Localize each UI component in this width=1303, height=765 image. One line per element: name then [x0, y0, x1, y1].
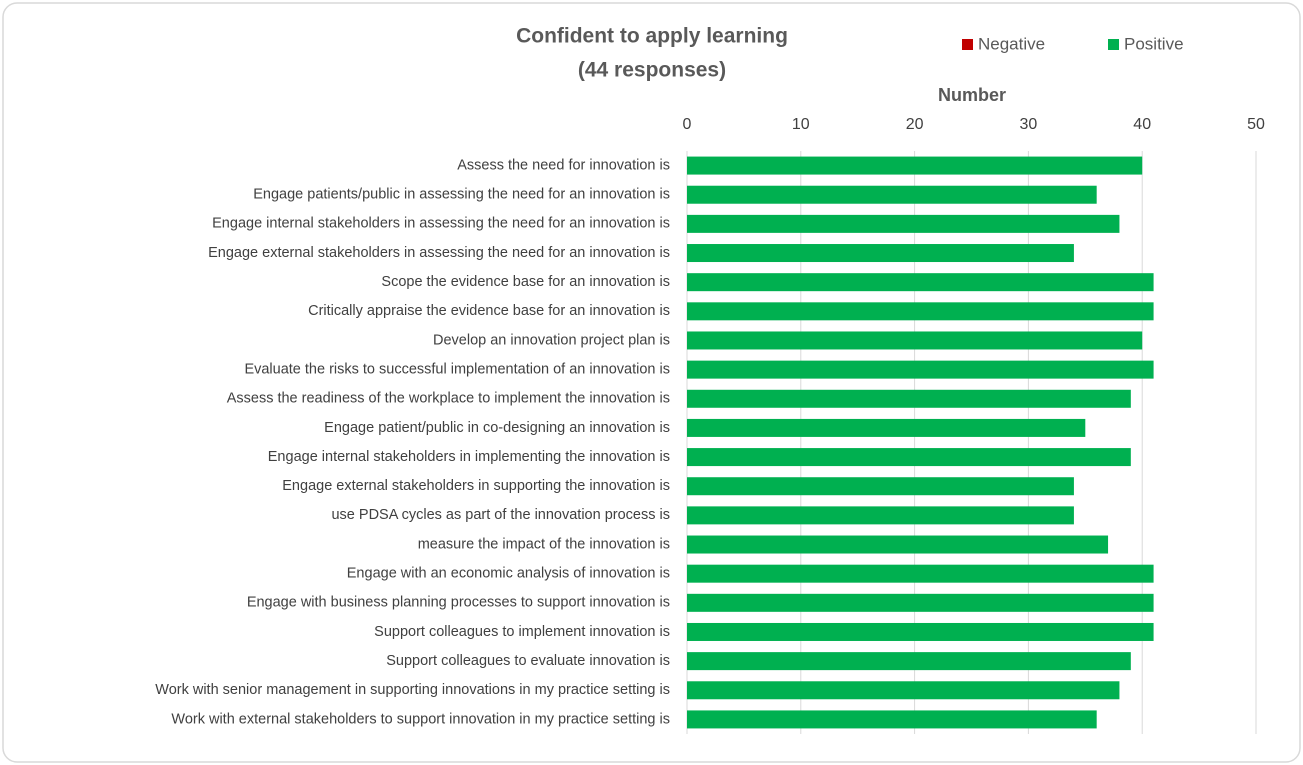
- bar: [687, 506, 1074, 525]
- bar: [687, 535, 1109, 554]
- x-tick-label: 30: [1020, 116, 1038, 133]
- y-tick-label: Work with external stakeholders to suppo…: [171, 711, 670, 727]
- y-tick-label: Support colleagues to evaluate innovatio…: [386, 653, 670, 669]
- x-tick-label: 50: [1247, 116, 1265, 133]
- bar: [687, 331, 1143, 350]
- x-tick-label: 0: [683, 116, 692, 133]
- bar: [687, 593, 1154, 612]
- x-tick-label: 40: [1133, 116, 1151, 133]
- bar: [687, 652, 1131, 671]
- y-tick-label: Engage external stakeholders in supporti…: [282, 478, 670, 494]
- bar: [687, 389, 1131, 408]
- bar: [687, 622, 1154, 641]
- y-tick-label: Engage internal stakeholders in implemen…: [268, 449, 670, 465]
- y-tick-label: Engage internal stakeholders in assessin…: [212, 216, 670, 232]
- x-tick-label: 20: [906, 116, 924, 133]
- y-tick-label: Scope the evidence base for an innovatio…: [381, 274, 670, 290]
- y-tick-label: Develop an innovation project plan is: [433, 332, 670, 348]
- y-tick-label: Assess the readiness of the workplace to…: [227, 391, 670, 407]
- x-tick-label: 10: [792, 116, 810, 133]
- x-axis-label: Number: [938, 85, 1006, 105]
- y-tick-label: Support colleagues to implement innovati…: [374, 624, 670, 640]
- chart-title: Confident to apply learning: [516, 25, 788, 48]
- bar: [687, 448, 1131, 467]
- legend-swatch: [1108, 39, 1119, 50]
- bar: [687, 302, 1154, 321]
- y-tick-label: Engage with an economic analysis of inno…: [347, 566, 670, 582]
- y-tick-label: Evaluate the risks to successful impleme…: [244, 361, 670, 377]
- y-tick-label: use PDSA cycles as part of the innovatio…: [331, 507, 670, 523]
- bar: [687, 477, 1074, 496]
- y-tick-label: Engage patients/public in assessing the …: [253, 187, 670, 203]
- legend-label: Negative: [978, 34, 1045, 53]
- y-tick-label: Work with senior management in supportin…: [155, 682, 670, 698]
- bar: [687, 564, 1154, 583]
- bar: [687, 681, 1120, 700]
- y-tick-label: Engage external stakeholders in assessin…: [208, 245, 670, 261]
- y-tick-label: Assess the need for innovation is: [457, 157, 670, 173]
- bar: [687, 244, 1074, 263]
- bar: [687, 710, 1097, 729]
- bar: [687, 185, 1097, 204]
- legend-label: Positive: [1124, 34, 1184, 53]
- bar: [687, 156, 1143, 175]
- y-tick-label: Engage with business planning processes …: [247, 595, 670, 611]
- chart-subtitle: (44 responses): [578, 59, 726, 82]
- bar: [687, 418, 1086, 437]
- bar: [687, 214, 1120, 233]
- y-tick-label: Engage patient/public in co-designing an…: [324, 420, 670, 436]
- legend-swatch: [962, 39, 973, 50]
- bar: [687, 273, 1154, 292]
- y-tick-label: Critically appraise the evidence base fo…: [308, 303, 670, 319]
- y-tick-label: measure the impact of the innovation is: [418, 536, 670, 552]
- bar: [687, 360, 1154, 379]
